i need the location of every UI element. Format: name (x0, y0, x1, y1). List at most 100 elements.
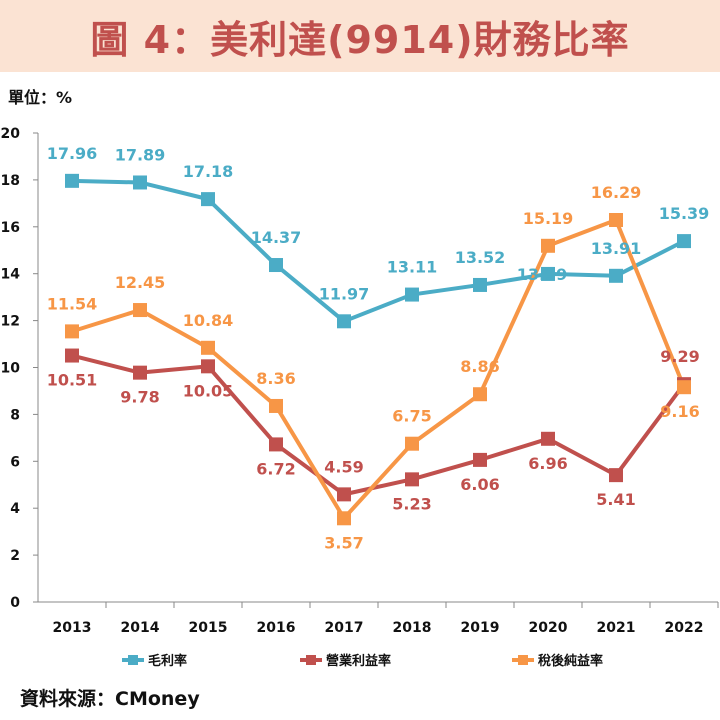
data-point-marker (269, 398, 283, 413)
data-point-marker (405, 436, 419, 451)
data-label: 9.29 (660, 347, 699, 366)
data-label: 14.37 (251, 228, 302, 247)
x-tick-label: 2019 (461, 620, 500, 636)
data-label: 6.96 (528, 454, 567, 473)
data-point-marker (541, 266, 555, 281)
data-point-marker (201, 192, 215, 207)
y-tick-label: 12 (1, 314, 20, 330)
x-tick-label: 2022 (665, 620, 704, 636)
data-point-marker (133, 365, 147, 380)
x-tick-label: 2020 (529, 620, 568, 636)
data-label: 10.84 (183, 311, 234, 330)
data-point-marker (609, 468, 623, 483)
x-tick-label: 2014 (121, 620, 160, 636)
data-label: 8.36 (256, 369, 295, 388)
data-label: 3.57 (324, 533, 363, 552)
data-label: 15.39 (659, 204, 710, 223)
series-line (71, 217, 686, 521)
data-point-marker (269, 258, 283, 273)
data-point-marker (473, 452, 487, 467)
y-tick-label: 2 (10, 548, 20, 564)
unit-label: 單位：% (8, 88, 73, 107)
data-point-marker (201, 359, 215, 374)
data-point-marker (473, 387, 487, 402)
data-label: 17.89 (115, 145, 166, 164)
axes (33, 132, 719, 608)
data-point-marker (405, 472, 419, 487)
data-label: 5.23 (392, 494, 431, 513)
data-point-marker (133, 303, 147, 318)
data-point-marker (609, 212, 623, 227)
data-point-marker (269, 437, 283, 452)
x-tick-label: 2015 (189, 620, 228, 636)
data-label: 6.72 (256, 459, 295, 478)
y-tick-label: 4 (10, 501, 20, 517)
data-point-marker (405, 287, 419, 302)
x-tick-label: 2013 (53, 620, 92, 636)
y-tick-label: 0 (10, 595, 20, 611)
y-tick-label: 20 (1, 126, 21, 142)
legend-label: 毛利率 (148, 653, 187, 669)
data-label: 6.75 (392, 407, 431, 426)
y-tick-label: 6 (10, 454, 20, 470)
data-point-marker (337, 314, 351, 329)
legend-marker (306, 655, 316, 665)
data-label: 17.18 (183, 162, 234, 181)
data-point-marker (65, 173, 79, 188)
data-point-marker (541, 238, 555, 253)
data-point-marker (133, 175, 147, 190)
data-labels: 17.96 17.89 17.18 14.37 11.97 13.11 13.52 13.99… (47, 144, 710, 552)
data-point-marker (337, 511, 351, 526)
data-label: 6.06 (460, 475, 499, 494)
data-label: 10.05 (183, 381, 234, 400)
data-point-marker (609, 268, 623, 283)
data-label: 9.78 (120, 388, 159, 407)
data-point-marker (65, 324, 79, 339)
data-label: 13.99 (517, 265, 568, 284)
legend-label: 稅後純益率 (538, 653, 603, 669)
legend-marker (128, 655, 138, 665)
data-label: 11.54 (47, 294, 98, 313)
data-label: 4.59 (324, 457, 363, 476)
data-label: 8.86 (460, 357, 499, 376)
x-tick-label: 2016 (257, 620, 296, 636)
source-label: 資料來源：CMoney (20, 688, 200, 710)
y-tick-label: 16 (1, 220, 20, 236)
data-label: 15.19 (523, 209, 574, 228)
data-point-marker (65, 348, 79, 363)
x-tick-label: 2017 (325, 620, 364, 636)
data-point-marker (677, 380, 691, 395)
y-tick-label: 18 (1, 173, 20, 189)
data-label: 12.45 (115, 273, 166, 292)
y-tick-label: 14 (1, 267, 21, 283)
data-label: 13.52 (455, 248, 506, 267)
data-point-marker (473, 277, 487, 292)
legend: 毛利率 營業利益率 稅後純益率 (122, 653, 603, 669)
x-tick-label: 2018 (393, 620, 432, 636)
data-label: 16.29 (591, 183, 642, 202)
legend-marker (518, 655, 528, 665)
chart-title: 圖 4：美利達(9914)財務比率 (90, 17, 630, 62)
data-label: 10.51 (47, 371, 98, 390)
data-label: 5.41 (596, 490, 635, 509)
data-label: 11.97 (319, 284, 370, 303)
title-bar: 圖 4：美利達(9914)財務比率 (0, 0, 720, 72)
data-label: 13.91 (591, 239, 642, 258)
y-tick-label: 10 (1, 361, 21, 377)
data-label: 9.16 (660, 402, 699, 421)
legend-label: 營業利益率 (326, 653, 391, 669)
data-label: 13.11 (387, 258, 438, 277)
series-line (71, 353, 686, 497)
data-point-marker (201, 340, 215, 355)
data-point-marker (337, 487, 351, 502)
data-label: 17.96 (47, 144, 98, 163)
series-line (71, 178, 685, 324)
data-point-marker (677, 234, 691, 249)
data-point-marker (541, 431, 555, 446)
series-lines (71, 178, 686, 521)
series-markers (65, 173, 691, 526)
y-tick-label: 8 (10, 407, 20, 423)
x-tick-label: 2021 (597, 620, 636, 636)
ticks: 0 2 4 6 8 10 12 14 16 18 20 2013 2014 2015 2016 2017 201… (1, 126, 704, 636)
